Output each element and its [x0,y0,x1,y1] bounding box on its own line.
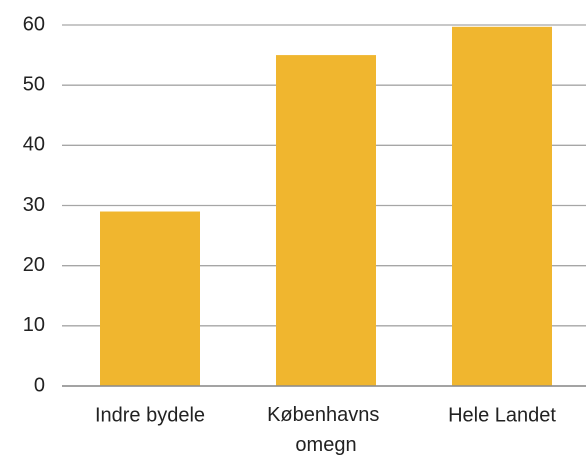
y-tick-label: 30 [23,194,45,216]
y-tick-label: 10 [23,314,45,336]
bar [452,26,552,387]
x-tick-label: Københavns omegn [267,404,385,456]
y-tick-label: 20 [23,254,45,276]
y-tick-label: 60 [23,13,45,35]
y-tick-label: 0 [34,374,45,396]
y-tick-label: 50 [23,73,45,95]
bar [276,55,376,386]
x-tick-label: Indre bydele [95,404,205,426]
y-tick-label: 40 [23,134,45,156]
x-tick-label: Hele Landet [448,404,556,426]
bar [100,211,200,386]
